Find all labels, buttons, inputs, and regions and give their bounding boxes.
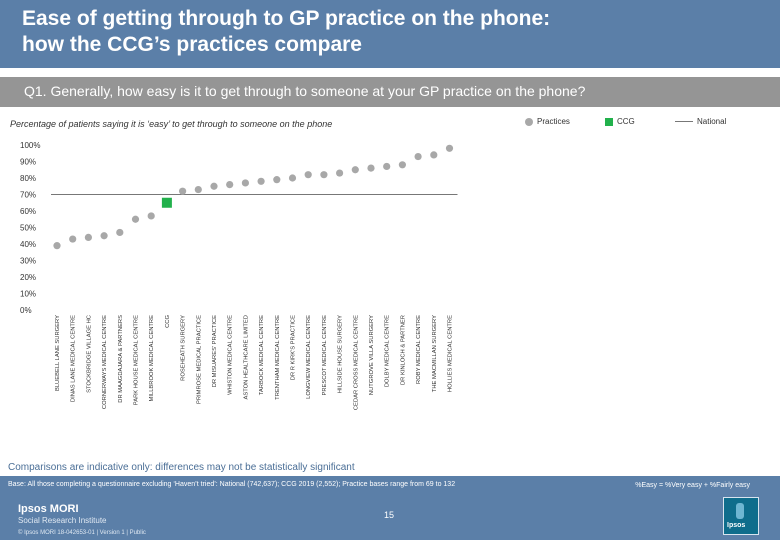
practice-point (288, 174, 297, 182)
y-tick-label: 80% (20, 174, 36, 183)
scatter-chart: 0% 10% 20% 30% 40% 50% 60% 70% 80% 90% 100% BLUEBE… (20, 141, 458, 411)
x-axis-labels: BLUEBELL LANE SURGERY DINAS LANE MEDICAL … (55, 315, 454, 411)
y-tick-label: 20% (20, 273, 36, 282)
x-tick-label: DR R KIRK'S PRACTICE (291, 315, 297, 380)
y-tick-label: 90% (20, 158, 36, 167)
y-tick-label: 30% (20, 257, 36, 266)
y-tick-label: 100% (20, 141, 40, 150)
question-bar (0, 77, 780, 107)
ccg-point (161, 197, 172, 208)
legend-ccg: CCG (605, 117, 635, 126)
brand-subtitle: Social Research Institute (18, 516, 107, 525)
legend-national-label: National (697, 117, 727, 126)
y-axis: 0% 10% 20% 30% 40% 50% 60% 70% 80% 90% 100% (20, 141, 40, 315)
practice-point (116, 228, 124, 237)
comparison-note: Comparisons are indicative only: differe… (8, 462, 355, 473)
practice-point (351, 166, 359, 174)
practice-point (53, 242, 61, 250)
chart-legend: Practices CCG National (525, 117, 775, 131)
x-tick-label: DR MAAGDAJARA & PARTNERS (118, 315, 124, 403)
x-tick-label: TARBOCK MEDICAL CENTRE (259, 315, 265, 395)
x-tick-label: LONGVIEW MEDICAL CENTRE (306, 315, 312, 399)
chart-subtitle: Percentage of patients saying it is ‘eas… (10, 119, 333, 129)
ipsos-logo-text: Ipsos (727, 522, 746, 529)
page-title: Ease of getting through to GP practice o… (22, 6, 550, 58)
y-tick-label: 60% (20, 207, 36, 216)
x-tick-label: PRESCOT MEDICAL CENTRE (322, 315, 328, 396)
x-tick-label: CORNERWAYS MEDICAL CENTRE (102, 315, 108, 409)
practice-point (304, 171, 312, 179)
base-text: Base: All those completing a questionnai… (8, 481, 456, 488)
y-tick-label: 70% (20, 191, 36, 200)
practice-point (257, 177, 265, 185)
x-tick-label: CCG (165, 315, 171, 328)
x-tick-label: TRENTHAM MEDICAL CENTRE (275, 315, 281, 400)
x-tick-label: ROSEHEATH SURGERY (181, 315, 187, 381)
header-bar (0, 0, 780, 68)
question-text: Q1. Generally, how easy is it to get thr… (24, 83, 586, 99)
x-tick-label: WHISTON MEDICAL CENTRE (228, 315, 234, 395)
brand-name: Ipsos MORI (18, 503, 79, 515)
x-tick-label: DOLBY MEDICAL CENTRE (385, 315, 391, 387)
footer-bar (0, 476, 780, 540)
x-tick-label: PRIMROSE MEDICAL PRACTICE (196, 315, 202, 404)
practice-marker-icon (525, 117, 533, 126)
y-tick-label: 10% (20, 290, 36, 299)
copyright-text: © Ipsos MORI 18-042653-01 | Version 1 | … (18, 530, 146, 536)
x-tick-label: BLUEBELL LANE SURGERY (55, 315, 61, 391)
x-tick-label: DINAS LANE MEDICAL CENTRE (71, 315, 77, 402)
x-tick-label: NUTGROVE VILLA SURGERY (369, 315, 375, 395)
x-tick-label: MILLBROOK MEDICAL CENTRE (149, 315, 155, 402)
data-points (53, 144, 454, 250)
x-tick-label: PARK HOUSE MEDICAL CENTRE (134, 315, 140, 405)
practice-point (367, 164, 375, 172)
practice-point (226, 181, 234, 189)
y-tick-label: 50% (20, 224, 36, 233)
practice-point (210, 182, 218, 190)
legend-national: National (675, 117, 726, 126)
practice-point (398, 161, 406, 169)
practice-point (69, 235, 77, 243)
practice-point (100, 232, 108, 240)
x-tick-label: HOLLIES MEDICAL CENTRE (448, 315, 454, 392)
ipsos-logo-icon: Ipsos (723, 497, 759, 535)
national-line-icon (675, 121, 693, 122)
practice-point (320, 171, 328, 179)
x-tick-label: STOCKBRIDGE VILLAGE HC (86, 315, 92, 393)
practice-point (336, 169, 344, 177)
x-tick-label: THE MACMILLAN SURGERY (432, 315, 438, 392)
practice-point (383, 162, 391, 171)
practice-point (147, 212, 155, 220)
title-line-1: Ease of getting through to GP practice o… (22, 7, 551, 30)
practice-point (414, 152, 422, 161)
practice-point (179, 187, 187, 195)
easy-definition: %Easy = %Very easy + %Fairly easy (635, 482, 750, 489)
x-tick-label: HILLSIDE HOUSE SURGERY (338, 315, 344, 393)
x-tick-label: ROBY MEDICAL CENTRE (416, 315, 422, 384)
title-line-2: how the CCG’s practices compare (22, 33, 362, 56)
y-tick-label: 40% (20, 240, 36, 249)
practice-point (84, 233, 92, 241)
legend-ccg-label: CCG (617, 117, 635, 126)
practice-point (194, 185, 202, 194)
y-tick-label: 0% (20, 306, 32, 315)
practice-point (430, 151, 438, 159)
practice-point (131, 215, 140, 223)
ccg-marker-icon (605, 117, 613, 126)
x-tick-label: DR MISUARES' PRACTICE (212, 315, 218, 387)
page-number: 15 (384, 510, 395, 520)
practice-point (241, 179, 249, 187)
legend-practices-label: Practices (537, 117, 570, 126)
practice-point (445, 144, 454, 152)
x-tick-label: DR KINLOCH & PARTNER (400, 315, 406, 385)
x-tick-label: ASTON HEALTHCARE LIMITED (243, 315, 249, 400)
x-tick-label: CEDAR CROSS MEDICAL CENTRE (353, 315, 359, 410)
practice-point (273, 176, 281, 184)
legend-practices: Practices (525, 117, 570, 126)
